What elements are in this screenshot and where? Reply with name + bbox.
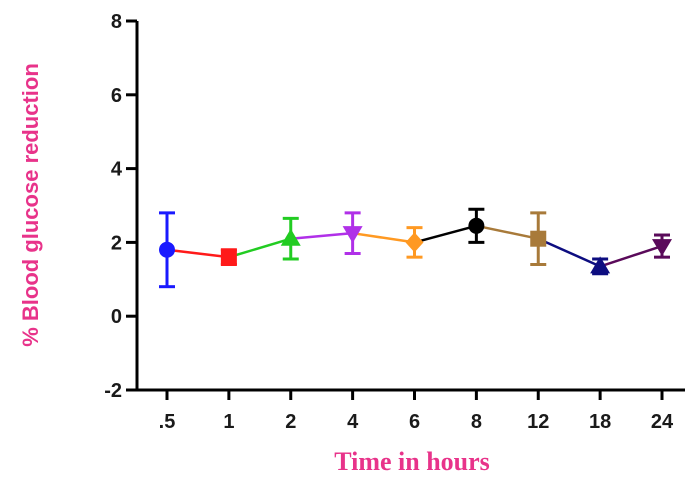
line-segment <box>415 226 477 243</box>
line-segment <box>353 233 415 242</box>
x-tick-label: 2 <box>285 411 296 433</box>
x-tick-label: 12 <box>527 411 549 433</box>
line-segment <box>229 239 291 257</box>
y-tick-label: 2 <box>111 232 122 254</box>
data-point <box>159 242 175 258</box>
y-tick-label: 6 <box>111 85 122 107</box>
line-segment <box>538 239 600 267</box>
x-tick-label: 4 <box>347 411 359 433</box>
x-tick-label: 1 <box>223 411 234 433</box>
x-tick-label: 8 <box>471 411 482 433</box>
line-segment <box>600 246 662 266</box>
y-axis-label: % Blood glucose reduction <box>18 63 43 347</box>
data-point <box>468 218 484 234</box>
x-tick-label: .5 <box>159 411 176 433</box>
y-tick-label: 0 <box>111 306 122 328</box>
y-tick-label: -2 <box>104 380 122 402</box>
line-segment <box>476 226 538 239</box>
x-tick-label: 6 <box>409 411 420 433</box>
y-tick-label: 4 <box>111 159 123 181</box>
data-point <box>406 232 424 252</box>
line-segment <box>291 233 353 239</box>
y-tick-label: 8 <box>111 11 122 33</box>
axes <box>126 21 685 400</box>
x-tick-label: 18 <box>589 411 611 433</box>
data-points <box>159 218 672 274</box>
data-point <box>530 231 546 247</box>
x-axis-label: Time in hours <box>334 447 490 476</box>
x-tick-label: 24 <box>651 411 674 433</box>
line-segment <box>167 250 229 257</box>
data-point <box>221 249 237 265</box>
